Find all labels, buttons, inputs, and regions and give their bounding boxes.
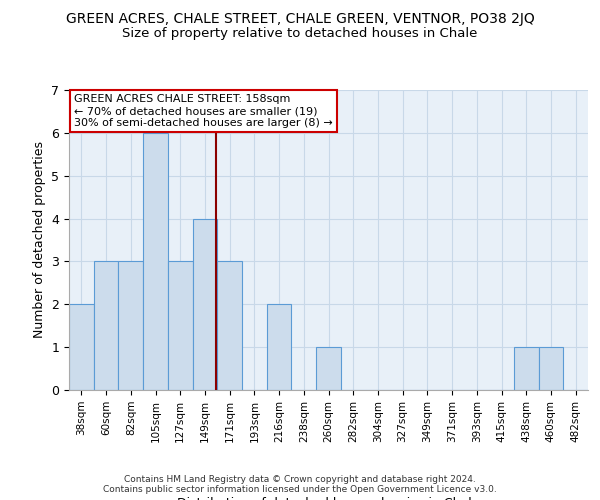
Bar [217, 262, 242, 390]
Bar [316, 347, 341, 390]
Bar [514, 347, 539, 390]
Text: Contains HM Land Registry data © Crown copyright and database right 2024.
Contai: Contains HM Land Registry data © Crown c… [103, 474, 497, 494]
Text: GREEN ACRES CHALE STREET: 158sqm
← 70% of detached houses are smaller (19)
30% o: GREEN ACRES CHALE STREET: 158sqm ← 70% o… [74, 94, 333, 128]
Bar [193, 218, 217, 390]
Bar [143, 133, 168, 390]
Bar [168, 262, 193, 390]
Y-axis label: Number of detached properties: Number of detached properties [33, 142, 46, 338]
Text: GREEN ACRES, CHALE STREET, CHALE GREEN, VENTNOR, PO38 2JQ: GREEN ACRES, CHALE STREET, CHALE GREEN, … [65, 12, 535, 26]
Text: Size of property relative to detached houses in Chale: Size of property relative to detached ho… [122, 28, 478, 40]
Bar [267, 304, 292, 390]
X-axis label: Distribution of detached houses by size in Chale: Distribution of detached houses by size … [177, 498, 480, 500]
Bar [118, 262, 143, 390]
Bar [69, 304, 94, 390]
Bar [539, 347, 563, 390]
Bar [94, 262, 118, 390]
